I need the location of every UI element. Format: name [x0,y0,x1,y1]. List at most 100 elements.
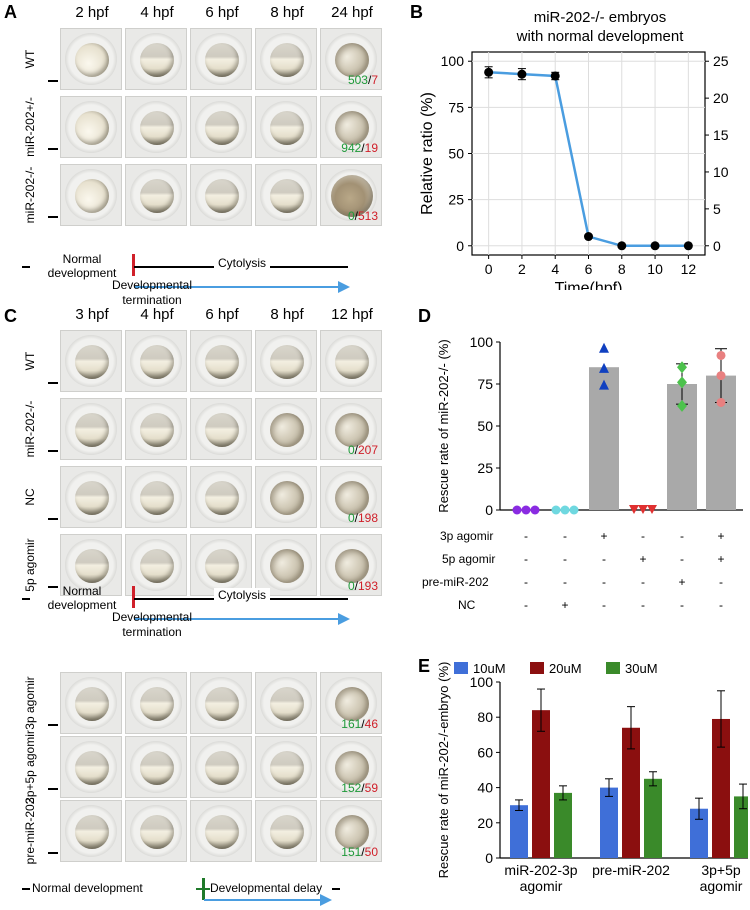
panel-c-top-header-4: 12 hpf [331,306,373,323]
condition-sign: + [561,598,568,612]
embryo-shape [331,175,373,217]
panel-a-embryo-image [60,96,122,158]
panel-c-top-embryo-image [255,466,317,528]
panel-a-header-1: 4 hpf [140,4,174,21]
category-label: 3p+5p [701,862,741,878]
panel-c-timeline-bottom-normal-text: Normal development [30,881,145,895]
condition-sign: - [641,575,645,589]
normal-count: 0 [347,443,355,457]
legend-swatch [454,662,468,674]
panel-c-top-embryo-image [60,398,122,460]
panel-c-bottom-embryo-image [190,672,252,734]
legend-label: 30uM [625,661,658,676]
data-point [677,376,687,389]
panel-c-top-scale-bar-0 [48,382,58,384]
bar [734,796,748,858]
y-tick-label: 0 [485,502,493,518]
category-label: pre-miR-202 [592,862,670,878]
embryo-shape [140,751,174,785]
count-separator: / [354,209,358,223]
panel-c-bottom-embryo-image [60,736,122,798]
panel-a-letter: A [4,2,17,22]
panel-a-header-0: 2 hpf [75,4,109,21]
embryo-shape [270,413,304,447]
condition-sign: - [680,598,684,612]
bar [600,787,618,858]
abnormal-count: 19 [364,141,378,155]
panel-c-top-embryo-image [320,330,382,392]
embryo-shape [205,111,239,145]
y-axis-label: Rescue rate of miR-202-/-embryo (%) [436,662,451,879]
panel-c-bottom-count-label: 161/46 [341,717,378,731]
panel-c-timeline-top-blue-arrow [134,618,340,620]
data-point [716,350,726,360]
panel-c-timeline-bottom-end-tick [332,888,340,890]
panel-c-bottom-scale-bar-0 [48,724,58,726]
panel-a-count-label: 942/19 [341,141,378,155]
panel-c-top-embryo-image [190,534,252,596]
embryo-shape [270,549,304,583]
panel-b-line-chart: 0 25 50 75 100 0 5 10 15 20 25 0 2 4 6 8 10 12 Time(hpf) Re… [419,51,729,290]
embryo-shape [75,481,109,515]
panel-b-letter: B [410,2,423,22]
panel-a-embryo-image [190,164,252,226]
condition-sign: - [524,529,528,543]
y2-tick-label: 0 [713,238,721,254]
data-point [517,69,527,79]
data-point [560,505,570,515]
panel-a-scale-bar-1 [48,148,58,150]
panel-c-letter: C [4,306,17,326]
y2-tick-label: 20 [713,90,729,106]
panel-c-top-embryo-image [60,330,122,392]
panel-c-bottom-embryo-image [190,736,252,798]
legend-swatch [530,662,544,674]
y-tick-label: 40 [477,780,493,796]
panel-c-bottom-count-label: 152/59 [341,781,378,795]
embryo-shape [140,345,174,379]
abnormal-count: 513 [357,209,378,223]
panel-a-timeline-termination-marker [132,254,135,276]
embryo-shape [335,111,369,145]
normal-count: 151 [341,845,362,859]
y-tick-label: 75 [448,99,464,115]
embryo-shape [140,815,174,849]
panel-b-title-line2: with normal development [516,28,684,45]
bar [690,808,708,858]
panel-a-embryo-image [190,96,252,158]
embryo-shape [270,481,304,515]
bar [589,367,619,510]
embryo-shape [75,751,109,785]
y-tick-label: 75 [477,376,493,392]
embryo-shape [205,481,239,515]
embryo-shape [205,687,239,721]
data-point [550,71,560,81]
abnormal-count: 46 [364,717,378,731]
category-label: miR-202-3p [504,862,577,878]
x-tick-label: 2 [518,261,526,277]
y-tick-label: 60 [477,744,493,760]
embryo-shape [270,815,304,849]
panel-c-bottom-scale-bar-2 [48,852,58,854]
data-point [677,399,687,412]
normal-count: 503 [347,73,368,87]
embryo-shape [75,111,109,145]
category-label: agomir [520,878,563,894]
count-separator: / [354,443,358,457]
panel-c-bottom-count-label: 151/50 [341,845,378,859]
embryo-shape [140,687,174,721]
category-label: agomir [700,878,743,894]
data-point [599,379,609,390]
panel-c-top-embryo-image [125,466,187,528]
condition-sign: - [641,598,645,612]
panel-c-top-scale-bar-2 [48,518,58,520]
y-axis-label: Rescue rate of miR-202-/- (%) [436,339,451,512]
condition-sign: - [719,598,723,612]
panel-a-embryo-image [125,164,187,226]
data-point [521,505,531,515]
normal-count: 942 [341,141,362,155]
legend-swatch [606,662,620,674]
condition-sign: - [719,575,723,589]
embryo-shape [140,413,174,447]
bar [644,778,662,858]
condition-sign: + [639,552,646,566]
